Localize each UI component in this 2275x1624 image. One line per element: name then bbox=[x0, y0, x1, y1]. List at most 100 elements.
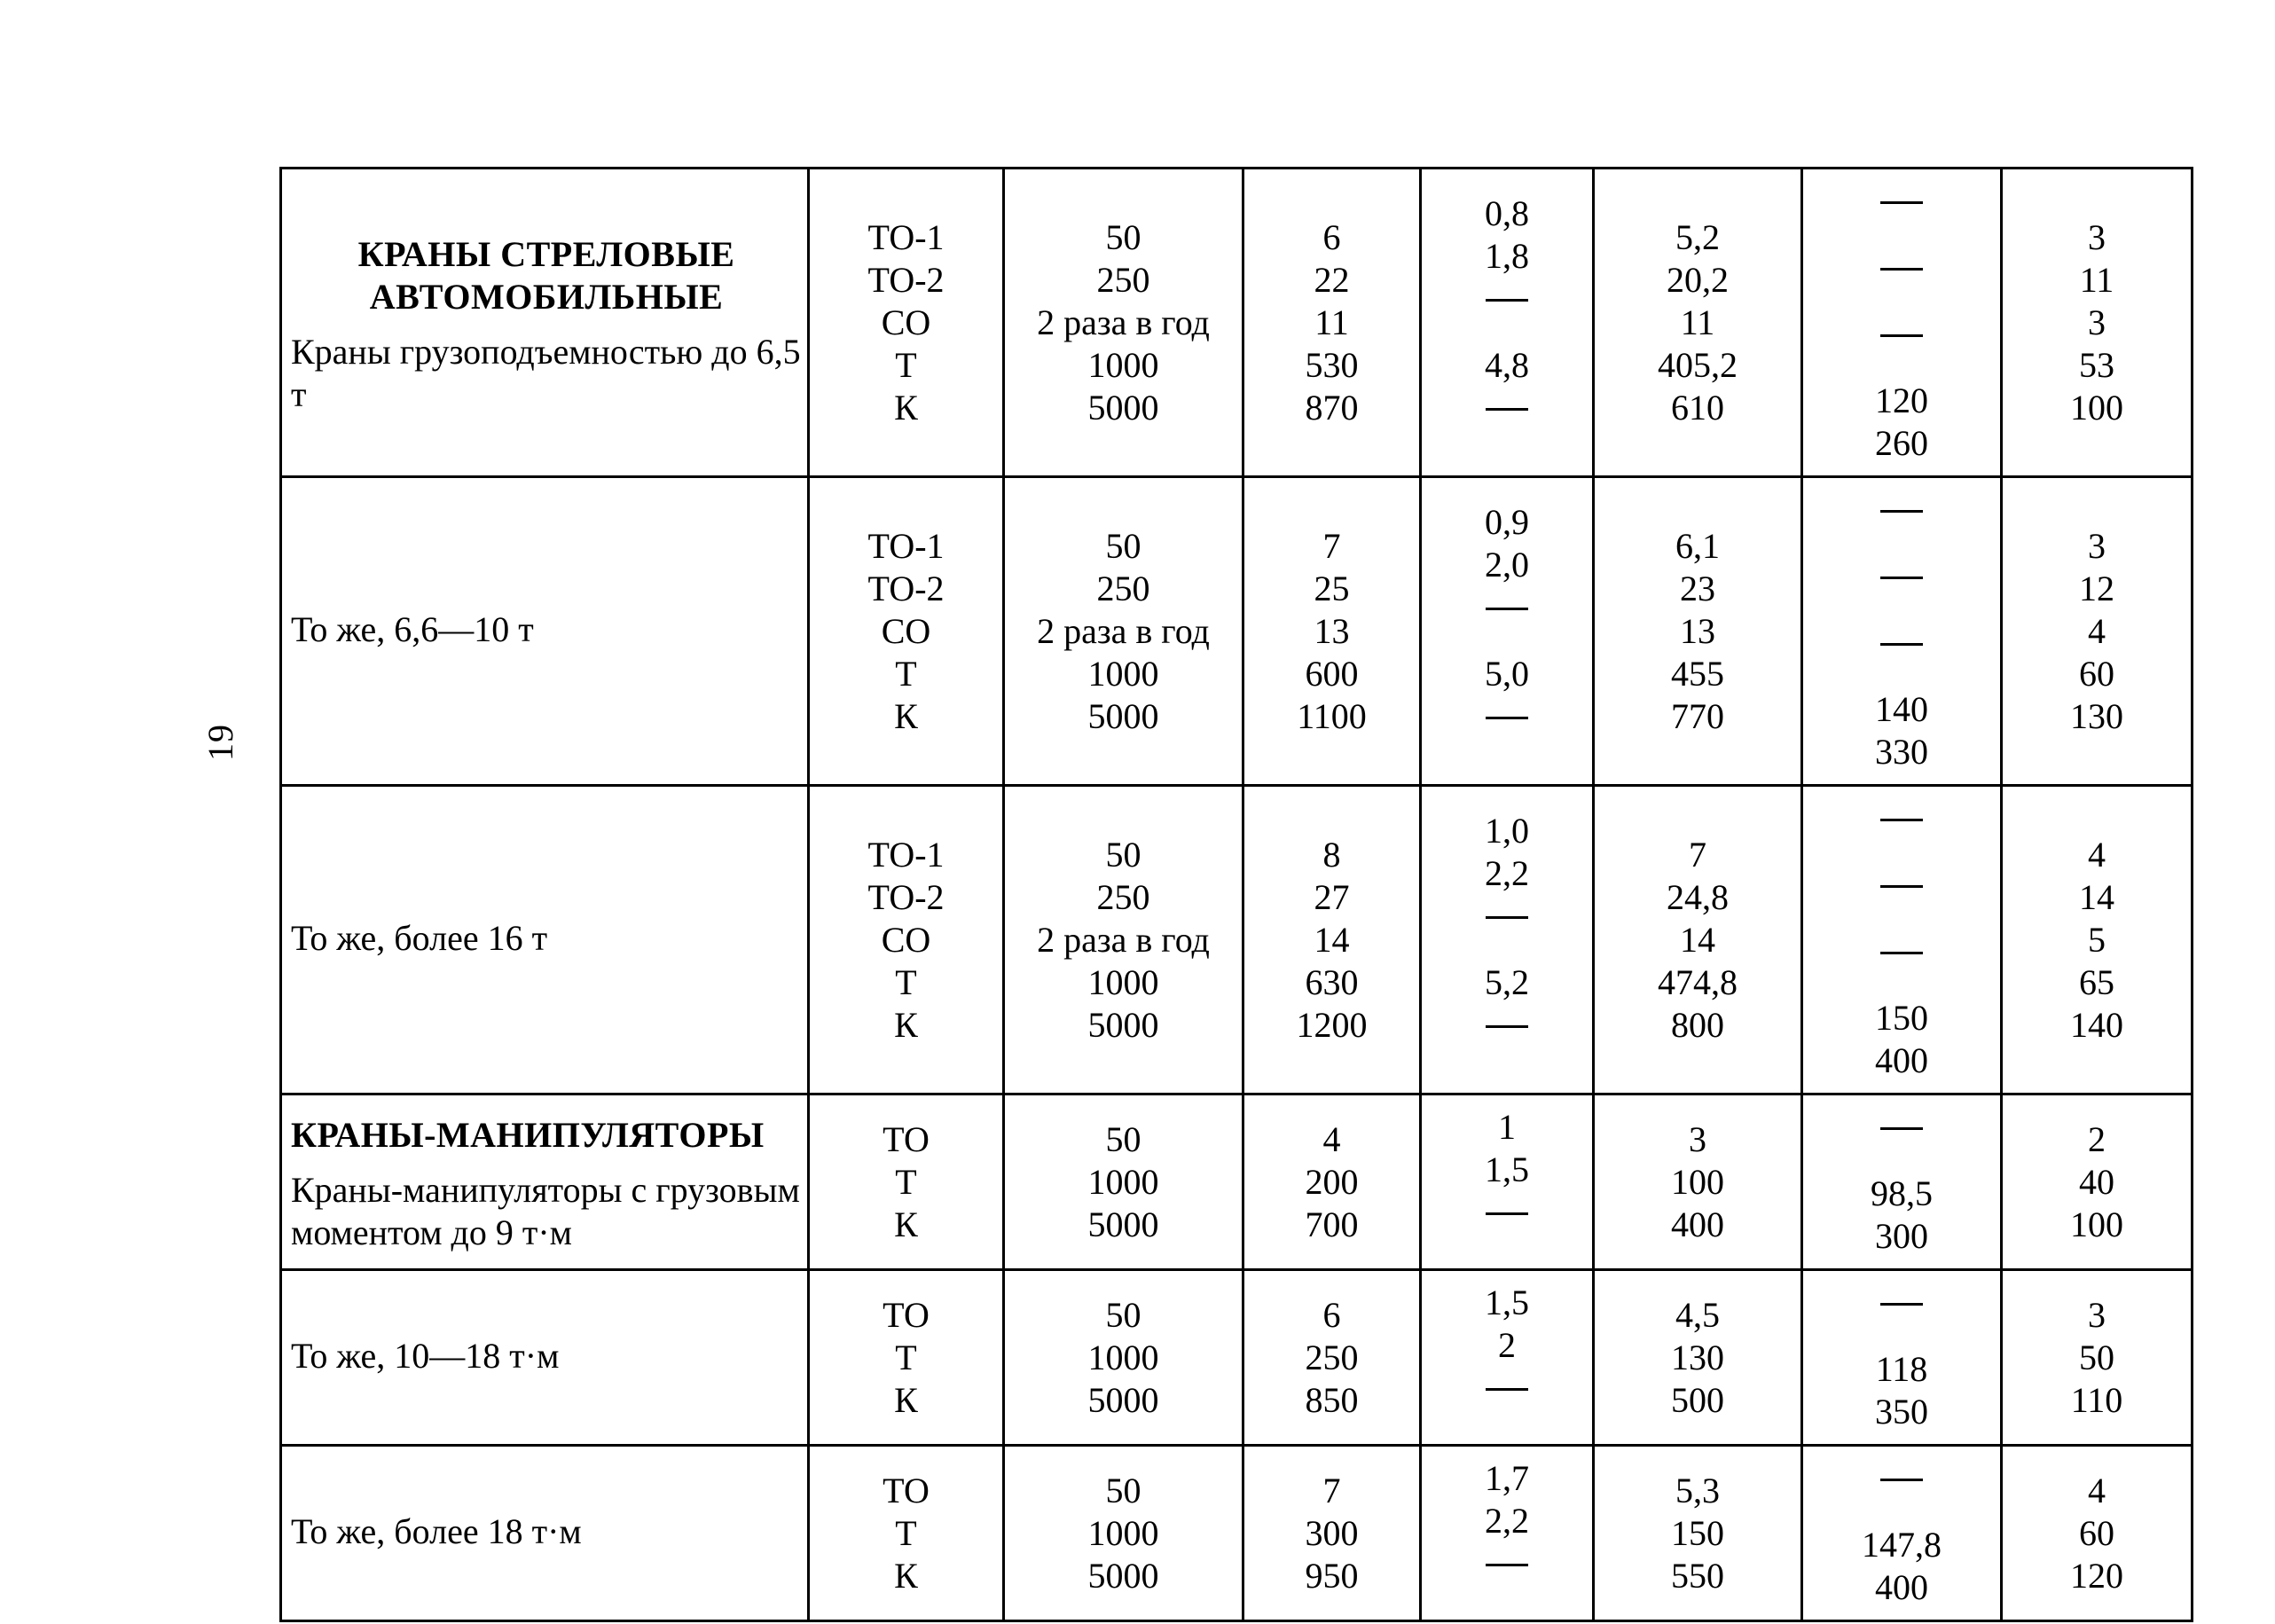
table-row: То же, более 16 тТО-1ТО-2СОТК502502 раза… bbox=[281, 786, 2193, 1094]
cell-value: 4,8 bbox=[1485, 344, 1529, 387]
cell-value bbox=[1880, 1106, 1923, 1173]
row-label: То же, 6,6—10 т bbox=[291, 603, 534, 660]
cell-value: СО bbox=[882, 919, 931, 961]
cell-value: 330 bbox=[1875, 731, 1928, 773]
cell-value: 118 bbox=[1876, 1348, 1928, 1391]
cell-value bbox=[1880, 930, 1923, 997]
cell-value: 5000 bbox=[1088, 695, 1159, 738]
cell-value bbox=[1486, 586, 1528, 653]
cell-value: К bbox=[894, 695, 918, 738]
cell-value: 300 bbox=[1875, 1215, 1928, 1258]
data-cell: 502502 раза в год10005000 bbox=[1004, 169, 1243, 477]
cell-value: 300 bbox=[1306, 1512, 1359, 1555]
cell-value: 65 bbox=[2079, 961, 2114, 1004]
cell-value: СО bbox=[882, 302, 931, 344]
cell-value: 400 bbox=[1875, 1040, 1928, 1082]
cell-value bbox=[1880, 864, 1923, 930]
dash-icon bbox=[1486, 1388, 1528, 1433]
dash-icon bbox=[1880, 201, 1923, 247]
data-cell: ТО-1ТО-2СОТК bbox=[809, 477, 1004, 786]
page: 19 КРАНЫ СТРЕЛОВЫЕ АВТОМОБИЛЬНЫЕКраны гр… bbox=[0, 0, 2275, 1624]
dash-icon bbox=[1880, 577, 1923, 622]
cell-value: 50 bbox=[1106, 525, 1141, 568]
cell-value: ТО-1 bbox=[867, 525, 944, 568]
data-cell: 6250850 bbox=[1243, 1270, 1421, 1446]
cell-value: 50 bbox=[1106, 1470, 1141, 1512]
cell-value: 250 bbox=[1097, 876, 1150, 919]
cell-value bbox=[1486, 278, 1528, 344]
cell-value: 1,0 bbox=[1485, 810, 1529, 852]
cell-value: Т bbox=[895, 653, 916, 695]
cell-value: 4,5 bbox=[1675, 1294, 1720, 1337]
cell-value: 530 bbox=[1306, 344, 1359, 387]
cell-value: Т bbox=[895, 1337, 916, 1379]
data-cell: 725136001100 bbox=[1243, 477, 1421, 786]
cell-value: 13 bbox=[1680, 610, 1715, 653]
cell-value: 1,7 bbox=[1485, 1457, 1529, 1500]
row-label: То же, 10—18 т·м bbox=[291, 1330, 559, 1386]
cell-value bbox=[1486, 1004, 1528, 1071]
row-label: То же, более 16 т bbox=[291, 912, 547, 969]
cell-value: 5,2 bbox=[1485, 961, 1529, 1004]
cell-value: ТО bbox=[883, 1470, 930, 1512]
cell-value: 2,2 bbox=[1485, 1500, 1529, 1542]
data-cell: 147,8400 bbox=[1802, 1446, 2002, 1621]
cell-value: 1100 bbox=[1297, 695, 1367, 738]
cell-value: 98,5 bbox=[1871, 1173, 1933, 1215]
cell-value: 1,5 bbox=[1485, 1149, 1529, 1191]
cell-value: 11 bbox=[1681, 302, 1715, 344]
data-cell: 6,12313455770 bbox=[1594, 477, 1802, 786]
cell-value bbox=[1486, 895, 1528, 961]
cell-value bbox=[1486, 1191, 1528, 1258]
cell-value: 24,8 bbox=[1667, 876, 1729, 919]
data-cell: 311353100 bbox=[2002, 169, 2193, 477]
cell-value: К bbox=[894, 387, 918, 429]
cell-value: К bbox=[894, 1204, 918, 1246]
cell-value: 2,2 bbox=[1485, 852, 1529, 895]
section-heading: КРАНЫ-МАНИПУЛЯТОРЫ bbox=[291, 1102, 802, 1164]
table-row: КРАНЫ СТРЕЛОВЫЕ АВТОМОБИЛЬНЫЕКраны грузо… bbox=[281, 169, 2193, 477]
dash-icon bbox=[1486, 1212, 1528, 1258]
cell-value: 6,1 bbox=[1675, 525, 1720, 568]
cell-value: 14 bbox=[1314, 919, 1350, 961]
data-cell: 120260 bbox=[1802, 169, 2002, 477]
cell-value: 5000 bbox=[1088, 1379, 1159, 1422]
dash-icon bbox=[1486, 916, 1528, 961]
table-row: То же, 10—18 т·мТОТК501000500062508501,5… bbox=[281, 1270, 2193, 1446]
cell-value: 50 bbox=[1106, 216, 1141, 259]
cell-value: 140 bbox=[1875, 688, 1928, 731]
cell-value: 1000 bbox=[1088, 1337, 1159, 1379]
data-cell: ТОТК bbox=[809, 1270, 1004, 1446]
data-cell: 827146301200 bbox=[1243, 786, 1421, 1094]
data-cell: 140330 bbox=[1802, 477, 2002, 786]
cell-value: 5,3 bbox=[1675, 1470, 1720, 1512]
cell-value: ТО bbox=[883, 1294, 930, 1337]
cell-value: 1000 bbox=[1088, 1512, 1159, 1555]
cell-value: 5000 bbox=[1088, 1004, 1159, 1047]
cell-value: 2 раза в год bbox=[1037, 610, 1210, 653]
dash-icon bbox=[1880, 510, 1923, 555]
cell-value: 110 bbox=[2071, 1379, 2123, 1422]
data-cell: 4,5130500 bbox=[1594, 1270, 1802, 1446]
data-cell: 62211530870 bbox=[1243, 169, 1421, 477]
cell-value: 850 bbox=[1306, 1379, 1359, 1422]
description-cell: КРАНЫ СТРЕЛОВЫЕ АВТОМОБИЛЬНЫЕКраны грузо… bbox=[281, 169, 809, 477]
data-cell: 4200700 bbox=[1243, 1094, 1421, 1270]
cell-value: 1000 bbox=[1088, 344, 1159, 387]
data-cell: 724,814474,8800 bbox=[1594, 786, 1802, 1094]
cell-value: ТО-2 bbox=[867, 876, 944, 919]
data-cell: 460120 bbox=[2002, 1446, 2193, 1621]
cell-value: 250 bbox=[1097, 259, 1150, 302]
data-cell: 1,72,2 bbox=[1421, 1446, 1594, 1621]
cell-value: 4 bbox=[1323, 1118, 1341, 1161]
cell-value: 20,2 bbox=[1667, 259, 1729, 302]
cell-value: Т bbox=[895, 961, 916, 1004]
cell-value bbox=[1880, 555, 1923, 622]
dash-icon bbox=[1880, 885, 1923, 930]
cell-value: 22 bbox=[1314, 259, 1350, 302]
cell-value: 550 bbox=[1671, 1555, 1724, 1597]
data-cell: 0,81,84,8 bbox=[1421, 169, 1594, 477]
cell-value: 700 bbox=[1306, 1204, 1359, 1246]
cell-value: 5,2 bbox=[1675, 216, 1720, 259]
cell-value: 870 bbox=[1306, 387, 1359, 429]
